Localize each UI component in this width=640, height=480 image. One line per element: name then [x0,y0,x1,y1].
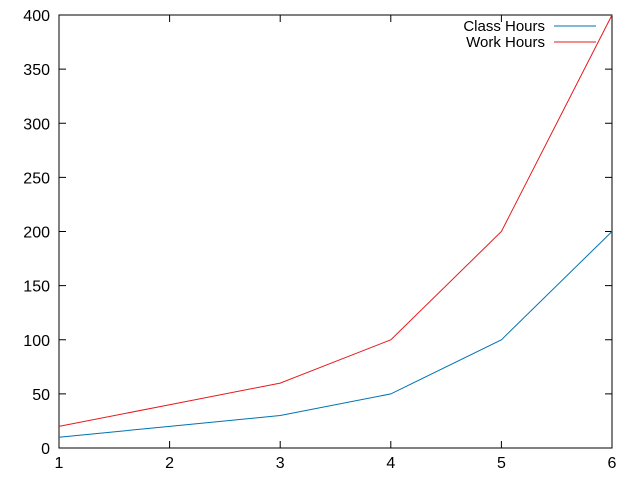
legend-label: Class Hours [463,18,545,35]
y-axis: 0 50 100 150 200 250 300 350 400 [23,8,612,458]
plot-frame [58,14,613,449]
y-tick-label: 200 [23,225,50,242]
y-tick-label: 300 [23,116,50,133]
x-tick-label: 5 [497,455,506,472]
y-tick-label: 400 [23,8,50,25]
x-axis: 1 2 3 4 5 6 [55,15,617,472]
x-tick-label: 3 [276,455,285,472]
legend-label: Work Hours [466,34,545,51]
y-tick-label: 0 [41,441,50,458]
series-layer [58,14,613,438]
x-tick-label: 2 [165,455,174,472]
series-line-1 [58,231,613,438]
series-line-2 [58,14,613,427]
y-tick-label: 50 [32,387,50,404]
y-tick-label: 250 [23,170,50,187]
x-tick-label: 6 [608,455,617,472]
y-tick-label: 150 [23,279,50,296]
y-tick-label: 350 [23,62,50,79]
y-tick-label: 100 [23,333,50,350]
x-tick-label: 1 [55,455,64,472]
x-tick-label: 4 [386,455,395,472]
